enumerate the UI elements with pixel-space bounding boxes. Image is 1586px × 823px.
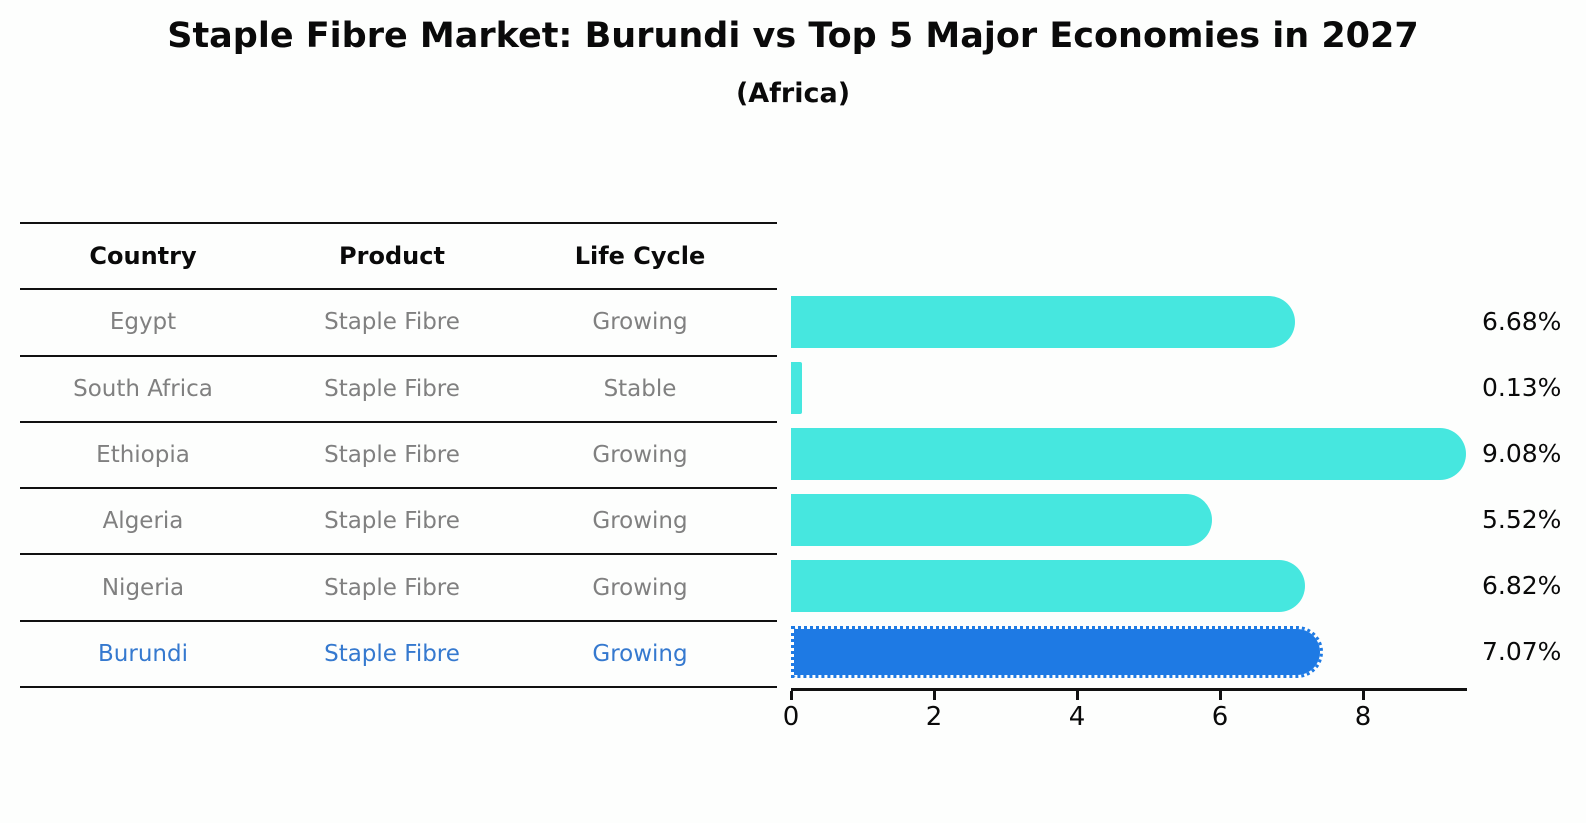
value-label: 6.82% [1482,571,1562,600]
page-subtitle: (Africa) [735,78,851,109]
page-title: Staple Fibre Market: Burundi vs Top 5 Ma… [167,16,1419,56]
life-cycle-cell: Growing [592,574,688,601]
x-tick-mark [1076,691,1079,700]
life-cycle-cell: Growing [592,508,688,535]
country-cell: Burundi [98,640,188,667]
life-cycle-cell: Growing [592,442,688,469]
value-label: 0.13% [1482,373,1562,402]
table-row: Burundi Staple Fibre Growing [20,622,777,689]
table-header-row: Country Product Life Cycle [20,224,777,291]
table-row: South Africa Staple Fibre Stable [20,357,777,423]
country-cell: Ethiopia [96,442,190,469]
country-cell: South Africa [73,375,213,402]
country-cell: Algeria [102,508,184,535]
bar-algeria [791,494,1212,546]
country-cell: Egypt [109,309,177,336]
table-row: Algeria Staple Fibre Growing [20,489,777,556]
life-cycle-cell: Stable [603,375,677,402]
product-cell: Staple Fibre [324,442,460,469]
table-row: Nigeria Staple Fibre Growing [20,555,777,622]
column-header-product: Product [339,242,445,271]
product-cell: Staple Fibre [324,375,460,402]
value-label: 9.08% [1482,439,1562,468]
bar-south-africa [791,362,803,414]
x-tick-label: 0 [782,702,800,732]
table-row: Egypt Staple Fibre Growing [20,290,777,357]
x-tick-mark [1362,691,1365,700]
life-cycle-cell: Growing [592,640,688,667]
table-row: Ethiopia Staple Fibre Growing [20,423,777,490]
country-table: Country Product Life Cycle Egypt Staple … [20,222,777,689]
country-cell: Nigeria [101,574,185,601]
product-cell: Staple Fibre [324,309,460,336]
value-label: 5.52% [1482,505,1562,534]
x-tick-mark [933,691,936,700]
x-tick-label: 8 [1354,702,1372,732]
column-header-life-cycle: Life Cycle [574,242,706,271]
x-tick-mark [790,691,793,700]
bar-burundi [791,626,1323,678]
column-header-country: Country [89,242,197,271]
bar-ethiopia [791,428,1467,480]
x-axis-line [791,688,1467,691]
life-cycle-cell: Growing [592,309,688,336]
product-cell: Staple Fibre [324,640,460,667]
product-cell: Staple Fibre [324,508,460,535]
value-label: 6.68% [1482,307,1562,336]
value-label: 7.07% [1482,637,1562,666]
x-tick-label: 6 [1211,702,1229,732]
bar-nigeria [791,560,1305,612]
x-tick-mark [1219,691,1222,700]
x-tick-label: 2 [925,702,943,732]
bar-egypt [791,296,1295,348]
product-cell: Staple Fibre [324,574,460,601]
x-tick-label: 4 [1068,702,1086,732]
